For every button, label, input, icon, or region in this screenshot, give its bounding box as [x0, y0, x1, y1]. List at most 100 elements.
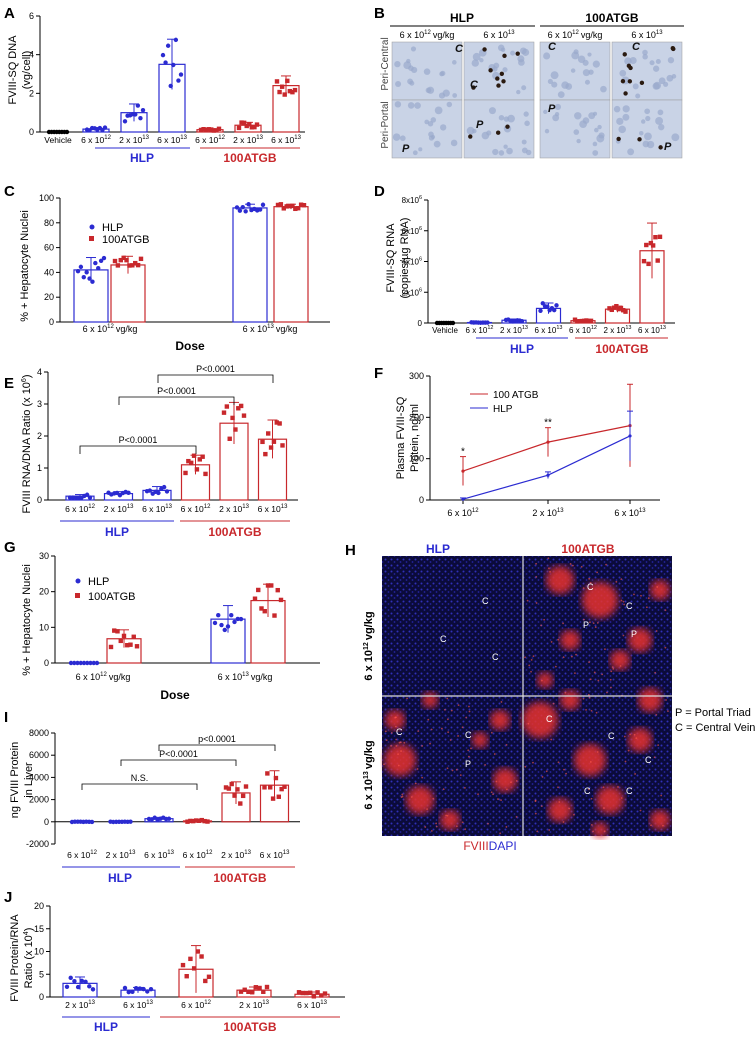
h-speck-b-40 [464, 786, 466, 789]
c-group-2-prefix: 6 x 1013 vg/kg [243, 324, 298, 334]
h-mark-5: P [583, 620, 589, 630]
c-ytick-label-1: 20 [44, 292, 54, 302]
g-ytick-label-3: 30 [39, 551, 49, 561]
legend-f-hlp: HLP [493, 404, 513, 415]
i-point-3-7 [205, 819, 210, 824]
c-point-1-0-0 [112, 258, 118, 264]
g-point-0-1-2 [219, 622, 224, 628]
panel-letter-b: B [374, 5, 385, 22]
h-speck-b-66 [398, 741, 401, 744]
h-blob-3 [610, 650, 630, 670]
axis-i-ylabel-1: ng FVIII Protein [9, 742, 21, 818]
panel-g: G % + Hepatocyte Nuclei 0 10 20 30 HLP 100A… [4, 539, 320, 702]
d-point-5-5 [618, 305, 624, 311]
axis-d-ylabel-2: (copies/µg RNA) [399, 218, 411, 299]
h-speck-b-68 [426, 808, 429, 811]
b-cell-0-2-6 [547, 78, 553, 85]
a-point-2-7 [140, 108, 146, 113]
e-xtick-prefix-5: 6 x 10 [258, 504, 281, 514]
h-speck-83 [657, 744, 660, 747]
f-ytick-label-0: 0 [419, 495, 424, 505]
b-cell-1-3-13 [655, 117, 664, 125]
f-xtick-label-0: 6 x 1012 [447, 508, 479, 518]
panel-letter-h: H [345, 542, 356, 559]
legend-g-hlp-marker [75, 578, 81, 584]
j-xtick-prefix-0: 2 x 10 [65, 1000, 88, 1010]
h-speck-32 [588, 788, 590, 791]
h-speck-b-24 [467, 749, 470, 752]
a-xtick-exp-5: 13 [256, 135, 263, 141]
j-xtick-label-4: 6 x 1013 [297, 1000, 327, 1010]
a-point-5-0 [236, 125, 242, 131]
h-speck-39 [633, 733, 636, 736]
i-ytick-label-0: -2000 [26, 839, 49, 849]
h-speck-41 [570, 655, 573, 658]
h-speck-13 [664, 609, 667, 612]
c-point-1-0-3 [121, 255, 126, 261]
h-speck-97 [592, 830, 595, 833]
h-speck-b-26 [435, 822, 438, 825]
h-speck-40 [605, 563, 607, 566]
h-speck-b-57 [477, 793, 479, 796]
b-tile-1-1 [463, 99, 535, 159]
e-point-5-3 [268, 445, 274, 450]
h-speck-b-45 [395, 738, 398, 741]
h-speck-36 [563, 768, 565, 771]
i-xtick-prefix-3: 6 x 10 [183, 850, 206, 860]
d-ytick-exp-2: 6 [419, 257, 422, 263]
e-point-0-7 [87, 495, 93, 500]
h-speck-101 [569, 563, 572, 565]
d-point-5-2 [611, 305, 617, 310]
a-xtick-prefix-6: 6 x 10 [271, 135, 294, 145]
axes-i: -2000 0 2000 4000 6000 8000 [26, 728, 300, 849]
panel-letter-e: E [4, 375, 14, 392]
marks-f: *** [460, 383, 633, 501]
h-speck-b-14 [510, 781, 512, 784]
e-xtick-prefix-3: 6 x 10 [181, 504, 204, 514]
e-xtick-exp-0: 12 [88, 504, 95, 510]
h-speck-11 [662, 824, 664, 827]
b-nucleus-0-3-3 [639, 80, 645, 86]
d-xtick-exp-1: 12 [487, 325, 493, 331]
d-point-3-0 [538, 308, 543, 313]
b-cell-1-1-1 [503, 144, 508, 149]
d-point-3-3 [545, 304, 550, 309]
b-cell-1-0-11 [414, 102, 421, 109]
b-cell-1-2-9 [597, 124, 602, 130]
h-speck-94 [597, 679, 600, 682]
h-speck-2 [588, 696, 591, 699]
b-nucleus-0-3-8 [671, 46, 676, 52]
h-header-atgb: 100ATGB [561, 542, 614, 556]
h-speck-45 [524, 656, 526, 659]
e-point-4-5 [236, 406, 241, 411]
h-speck-b-48 [406, 697, 408, 700]
a-ytick-label-0: 0 [29, 127, 34, 137]
i-point-4-5 [238, 801, 243, 806]
a-point-5-3 [244, 123, 249, 129]
b-tile-1-2 [539, 99, 611, 159]
i-xtick-prefix-5: 6 x 10 [260, 850, 283, 860]
h-speck-b-52 [385, 739, 388, 742]
j-xtick-prefix-2: 6 x 10 [181, 1000, 204, 1010]
a-point-2-0 [122, 119, 128, 124]
b-col-header-3: 6 x 1013 [631, 30, 663, 40]
a-xtick-exp-2: 13 [142, 135, 149, 141]
group-i-atgb: 100ATGB [213, 871, 266, 885]
h-blob-22 [560, 690, 580, 710]
h-speck-63 [557, 638, 559, 641]
d-xtick-label-2: 2 x 1013 [500, 325, 528, 335]
h-mark-1: C [440, 634, 447, 644]
j-point-2-1 [184, 974, 189, 979]
h-speck-85 [654, 671, 657, 674]
h-speck-27 [589, 581, 592, 584]
a-xtick-prefix-2: 2 x 10 [119, 135, 142, 145]
h-speck-30 [664, 646, 667, 649]
a-xtick-exp-3: 13 [180, 135, 187, 141]
h-speck-b-67 [397, 753, 399, 756]
b-col-header-0: 6 x 1012 vg/kg [400, 30, 455, 40]
d-xtick-exp-4: 12 [591, 325, 597, 331]
h-speck-25 [635, 737, 638, 740]
b-cell-0-0-15 [403, 61, 412, 70]
b-cell-0-2-7 [565, 83, 573, 90]
b-cell-0-3-16 [642, 49, 648, 56]
